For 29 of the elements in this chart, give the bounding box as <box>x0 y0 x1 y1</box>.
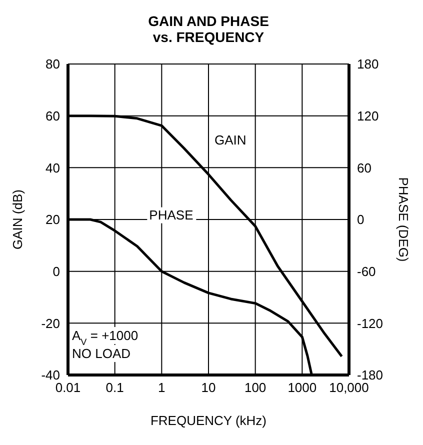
series-label: GAIN <box>214 132 246 148</box>
y-tick-label: 40 <box>46 160 60 176</box>
annotation: A$_{V}$ = +1000 <box>72 328 138 347</box>
y-tick-label: -20 <box>41 316 60 331</box>
y-tick-label: 0 <box>52 264 60 279</box>
y2-tick-label: 60 <box>357 160 372 176</box>
y-tick-label: -40 <box>41 368 60 383</box>
annotation: NO LOAD <box>72 346 131 361</box>
x-tick-label: 0.01 <box>55 380 81 396</box>
x-tick-label: 0.1 <box>106 380 124 396</box>
y2-tick-label: 0 <box>357 212 364 228</box>
y2-tick-label: -180 <box>357 368 384 383</box>
x-tick-label: 10,000 <box>329 380 369 396</box>
y-tick-label: 20 <box>46 212 60 228</box>
text: PHASE <box>149 207 194 222</box>
x-axis-title: FREQUENCY (kHz) <box>150 413 267 428</box>
x-tick-label: 1000 <box>288 380 317 396</box>
y2-tick-label: 120 <box>357 108 379 124</box>
y-tick-label: 60 <box>46 108 60 124</box>
y2-tick-label: -60 <box>357 264 376 279</box>
x-tick-label: 10 <box>201 380 216 396</box>
x-tick-label: 1 <box>158 380 166 396</box>
y2-tick-label: 180 <box>357 56 379 72</box>
y2-axis-title: PHASE (DEG) <box>396 177 411 262</box>
y2-tick-label: -120 <box>357 316 384 331</box>
y-tick-label: 80 <box>46 56 60 72</box>
x-tick-label: 100 <box>244 380 266 396</box>
chart-title: GAIN AND PHASE vs. FREQUENCY <box>148 13 269 45</box>
y-axis-title: GAIN (dB) <box>10 190 25 250</box>
